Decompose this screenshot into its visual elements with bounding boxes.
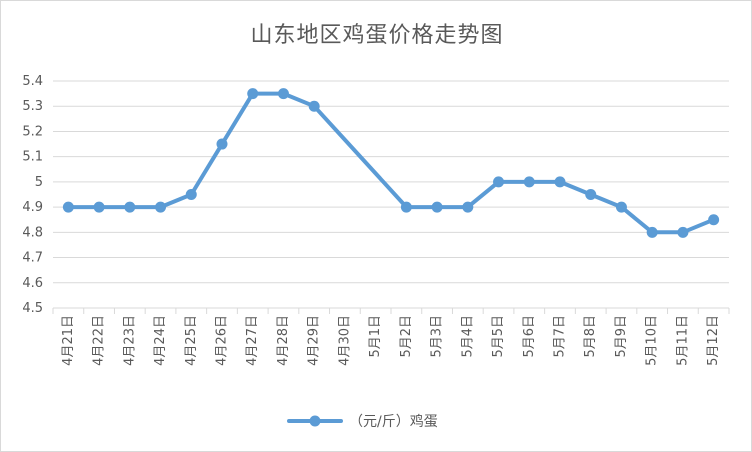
series-0 [62,88,720,238]
data-point [646,226,658,238]
x-tick-label: 4月25日 [184,315,199,366]
data-point [431,201,443,213]
data-point [585,189,597,200]
x-tick-label: 5月11日 [675,315,690,366]
data-point [400,201,412,213]
data-point [62,201,74,213]
chart-title: 山东地区鸡蛋价格走势图 [250,23,504,48]
x-tick-label: 4月28日 [276,315,291,366]
y-tick-label: 4.6 [22,276,43,291]
y-tick-label: 4.8 [22,225,43,240]
y-axis: 4.5 4.6 4.7 4.8 4.9 5 5.1 5.2 5.3 5.4 [22,74,43,316]
x-tick-label: 4月22日 [92,315,107,366]
data-point [216,138,228,150]
data-point [554,176,566,188]
y-tick-label: 5 [35,175,43,190]
x-tick-label: 4月29日 [307,315,322,366]
x-tick-label: 4月26日 [215,315,230,366]
x-tick-label: 4月21日 [61,315,76,366]
data-point [493,176,505,188]
data-point [308,100,320,112]
x-tick-label: 4月27日 [245,315,260,366]
data-point [247,88,259,100]
y-tick-label: 5.2 [22,124,43,139]
x-tick-label: 5月6日 [522,315,537,358]
x-tick-label: 5月5日 [491,315,506,358]
y-tick-label: 5.1 [22,150,43,165]
x-tick-label: 5月7日 [553,315,568,358]
y-tick-label: 5.3 [22,99,43,114]
data-point [277,88,289,100]
x-tick-label: 5月4日 [460,315,475,358]
x-tick-label: 5月9日 [614,315,629,358]
data-point [462,201,474,213]
x-tick-label: 5月1日 [368,315,383,358]
legend-label: （元/斤）鸡蛋 [349,413,438,430]
data-point [155,201,167,213]
x-tick-label: 4月30日 [337,315,352,366]
legend-marker [309,415,321,427]
x-tick-label: 5月2日 [399,315,414,358]
y-tick-label: 5.4 [22,74,43,89]
series-line [66,91,716,235]
y-tick-label: 4.9 [22,200,43,215]
x-tick-label: 5月8日 [583,315,598,358]
data-point [523,176,535,188]
legend: （元/斤）鸡蛋 [287,413,438,430]
x-axis: 4月21日 4月22日 4月23日 4月24日 4月25日 4月26日 4月27日 4月28日… [52,308,730,366]
gridlines [53,80,729,309]
data-point [93,201,105,213]
y-tick-label: 4.5 [22,301,43,316]
x-tick-label: 5月10日 [645,315,660,366]
data-point [677,226,689,238]
y-tick-label: 4.7 [22,251,43,266]
data-point [708,214,720,226]
data-point [124,201,136,213]
data-point [185,189,197,200]
x-tick-label: 5月12日 [706,315,721,366]
x-tick-label: 4月23日 [122,315,137,366]
data-point [615,201,627,213]
x-tick-label: 5月3日 [430,315,445,358]
x-tick-label: 4月24日 [153,315,168,366]
